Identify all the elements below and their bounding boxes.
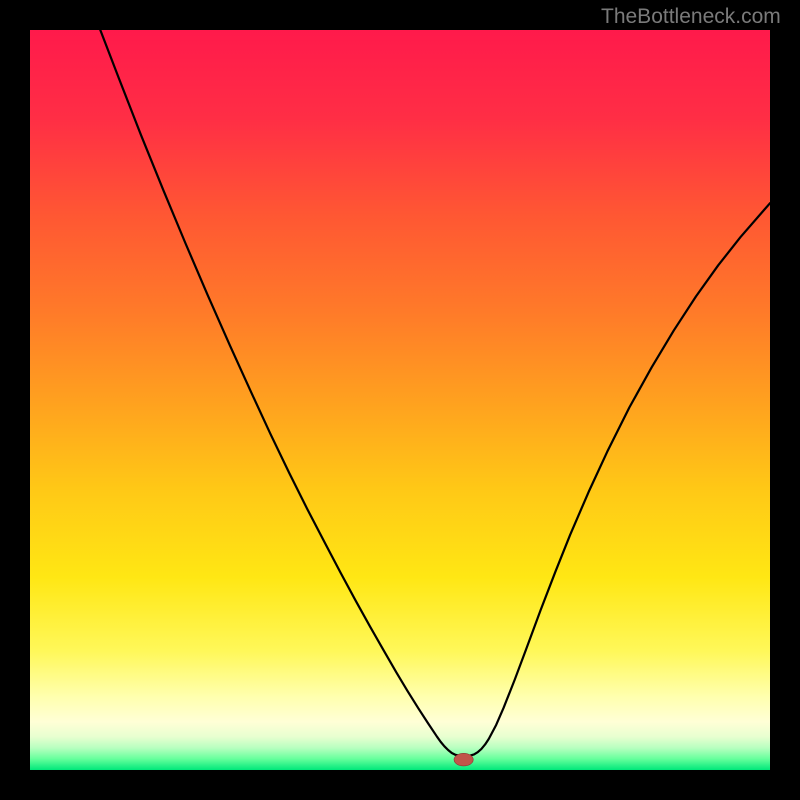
plot-background-gradient [30,30,770,770]
watermark-text: TheBottleneck.com [601,5,781,29]
optimal-point-marker [454,753,473,766]
chart-container: TheBottleneck.com [0,0,800,800]
bottleneck-chart [0,0,800,800]
